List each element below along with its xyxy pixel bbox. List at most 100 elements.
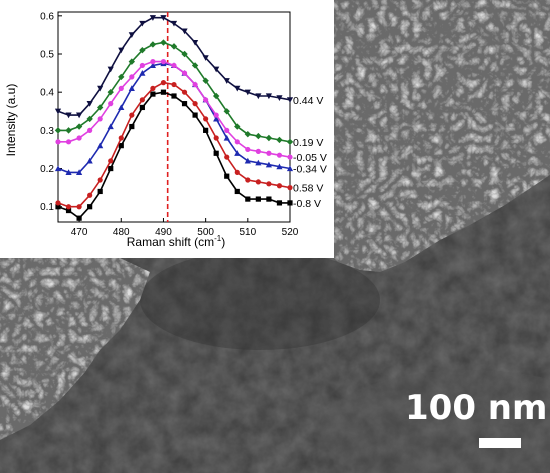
data-point xyxy=(139,97,145,103)
data-point xyxy=(86,101,93,107)
data-point xyxy=(223,108,230,115)
y-tick-label: 0.2 xyxy=(40,164,54,175)
data-point xyxy=(128,85,135,91)
data-point xyxy=(276,183,283,189)
data-point xyxy=(65,169,72,175)
data-point xyxy=(266,181,272,187)
data-point xyxy=(245,196,251,202)
data-point xyxy=(97,142,104,149)
data-point xyxy=(286,138,294,146)
data-point xyxy=(96,104,104,111)
data-point xyxy=(213,150,219,156)
data-point xyxy=(54,108,62,115)
data-point xyxy=(55,200,61,206)
data-point xyxy=(265,161,273,168)
data-point xyxy=(213,135,219,141)
x-axis-title: Raman shift (cm-1) xyxy=(127,234,225,249)
data-point xyxy=(286,97,294,103)
data-point xyxy=(255,159,262,166)
data-point xyxy=(202,55,209,61)
data-point xyxy=(191,62,199,69)
data-point xyxy=(287,154,293,160)
data-point xyxy=(108,158,114,164)
data-point xyxy=(65,139,72,145)
data-point xyxy=(139,46,146,54)
data-point xyxy=(212,92,220,100)
data-point xyxy=(139,69,146,76)
data-point xyxy=(224,173,230,179)
data-point xyxy=(149,62,157,69)
data-point xyxy=(276,152,283,158)
data-point xyxy=(244,130,252,138)
data-point xyxy=(128,58,136,65)
data-point xyxy=(171,93,177,99)
data-point xyxy=(224,154,230,160)
x-tick-label: 470 xyxy=(71,227,88,238)
series-label: 0.19 V xyxy=(293,137,323,149)
y-tick-label: 0.6 xyxy=(40,11,54,22)
data-point xyxy=(118,104,125,111)
data-point xyxy=(234,85,241,92)
data-point xyxy=(160,80,167,86)
data-point xyxy=(255,148,261,154)
x-tick-label: 490 xyxy=(155,227,172,238)
data-point xyxy=(129,112,135,118)
data-point xyxy=(255,179,261,185)
data-point xyxy=(75,123,83,130)
series-label: -0.34 V xyxy=(293,164,327,176)
data-point xyxy=(213,115,220,122)
data-point xyxy=(224,127,230,133)
data-point xyxy=(234,123,241,130)
data-point xyxy=(54,127,62,134)
data-point xyxy=(276,163,283,170)
y-tick-label: 0.4 xyxy=(40,88,54,99)
data-point xyxy=(203,116,209,122)
data-point xyxy=(265,93,273,100)
data-point xyxy=(129,123,135,130)
data-point xyxy=(234,169,240,175)
data-point xyxy=(244,89,251,96)
data-point xyxy=(75,112,83,119)
series-line xyxy=(58,60,291,158)
data-point xyxy=(97,116,103,122)
data-point xyxy=(245,177,251,183)
y-tick-label: 0.5 xyxy=(40,50,54,61)
data-point xyxy=(234,188,240,195)
data-point xyxy=(171,81,177,88)
data-point xyxy=(213,112,219,118)
data-point xyxy=(149,41,157,48)
series-group xyxy=(54,39,294,146)
data-point xyxy=(181,28,188,35)
data-point xyxy=(139,104,145,111)
data-point xyxy=(107,66,114,73)
data-point xyxy=(203,127,209,133)
data-point xyxy=(160,15,167,21)
data-point xyxy=(87,204,93,210)
data-point xyxy=(223,134,230,141)
data-point xyxy=(286,165,294,172)
data-point xyxy=(192,101,198,107)
data-point xyxy=(76,135,82,141)
data-point xyxy=(86,115,93,123)
data-point xyxy=(265,134,273,142)
data-point xyxy=(76,204,82,210)
plot-frame xyxy=(57,11,291,223)
data-point xyxy=(181,89,188,95)
data-point xyxy=(234,139,240,145)
x-tick-label: 500 xyxy=(197,227,214,238)
data-point xyxy=(107,123,114,130)
data-point xyxy=(87,192,93,198)
data-point xyxy=(276,136,283,144)
data-point xyxy=(255,132,262,140)
data-point xyxy=(118,135,124,141)
y-tick-label: 0.3 xyxy=(40,126,54,137)
data-point xyxy=(139,62,145,69)
data-point xyxy=(128,32,135,39)
series-group xyxy=(55,80,293,210)
series-group xyxy=(55,59,293,160)
y-tick-label: 0.1 xyxy=(40,202,54,213)
data-point xyxy=(255,196,261,202)
data-point xyxy=(266,196,272,202)
series-line xyxy=(57,81,291,208)
series-label: -0.05 V xyxy=(293,152,327,164)
